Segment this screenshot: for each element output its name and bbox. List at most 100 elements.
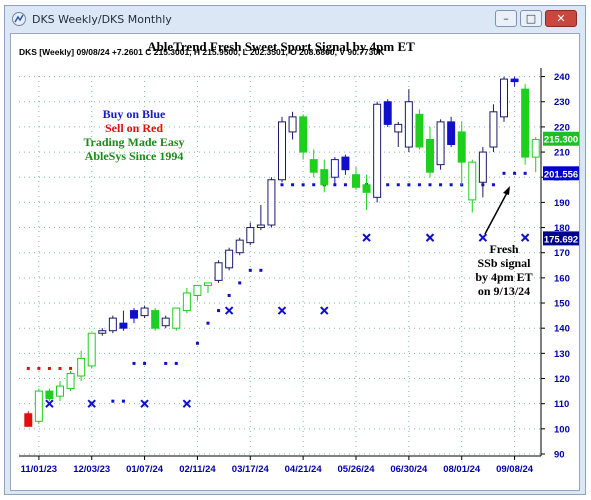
x-marker xyxy=(478,233,488,242)
candle xyxy=(404,89,413,153)
x-tick-label: 06/30/24 xyxy=(390,464,428,475)
annotation-line: by 4pm ET xyxy=(475,270,532,284)
candle xyxy=(426,126,434,178)
annotation-arrowhead xyxy=(503,186,510,195)
stop-dot xyxy=(280,183,284,187)
candle xyxy=(383,99,392,127)
candle xyxy=(256,204,265,231)
title-bar: DKS Weekly/DKS Monthly – □ ✕ xyxy=(5,6,585,32)
info-line: DKS [Weekly] 09/08/24 +7.2601 C 215.3001… xyxy=(19,47,385,57)
maximize-button[interactable]: □ xyxy=(520,10,542,27)
y-tick-label: 130 xyxy=(554,349,570,360)
price-tag: 175.692 xyxy=(543,231,579,246)
price-tag: 215.300 xyxy=(543,131,579,146)
candle xyxy=(140,305,149,319)
annotation-line: Fresh xyxy=(489,242,518,256)
candle xyxy=(468,159,477,213)
candle xyxy=(182,287,191,314)
x-marker xyxy=(182,399,192,408)
stop-dot xyxy=(407,183,411,187)
candle xyxy=(415,109,424,150)
candle xyxy=(56,381,64,402)
chart-window: DKS Weekly/DKS Monthly – □ ✕ AbleTrend F… xyxy=(4,5,586,495)
candle xyxy=(521,84,530,165)
candle xyxy=(278,116,286,183)
candle xyxy=(457,121,466,185)
candle xyxy=(77,350,86,382)
x-tick-label: 11/01/23 xyxy=(21,464,57,475)
x-marker xyxy=(224,306,234,315)
stop-dot xyxy=(217,309,221,313)
candle xyxy=(330,157,339,185)
y-tick-label: 160 xyxy=(554,273,570,284)
candle xyxy=(172,307,181,331)
stop-dot xyxy=(58,366,62,370)
stop-dot xyxy=(69,366,73,370)
x-tick-label: 08/01/24 xyxy=(443,464,481,475)
stop-dot xyxy=(439,183,443,187)
candle xyxy=(34,388,43,424)
x-tick-label: 02/11/24 xyxy=(179,464,216,475)
x-marker xyxy=(87,399,96,408)
y-tick-label: 230 xyxy=(554,97,570,108)
y-tick-label: 210 xyxy=(554,148,570,159)
y-tick-label: 170 xyxy=(554,248,570,259)
candle xyxy=(436,119,445,170)
stop-dot xyxy=(47,366,51,370)
stop-dot xyxy=(111,399,115,403)
y-tick-label: 180 xyxy=(554,223,570,234)
candle xyxy=(151,308,160,331)
stop-dots xyxy=(26,171,527,403)
stop-dot xyxy=(449,183,453,187)
y-tick-label: 120 xyxy=(554,374,570,385)
stop-dot xyxy=(396,183,400,187)
x-tick-label: 12/03/23 xyxy=(73,464,110,475)
candle xyxy=(341,154,350,175)
window-title: DKS Weekly/DKS Monthly xyxy=(32,13,172,26)
x-tick-label: 03/17/24 xyxy=(232,464,270,475)
candle xyxy=(204,282,212,293)
x-markers xyxy=(45,233,530,408)
stop-dot xyxy=(164,361,168,365)
stop-dot xyxy=(195,341,199,345)
x-marker xyxy=(362,233,371,242)
y-tick-label: 150 xyxy=(554,299,570,310)
stop-dot xyxy=(238,281,242,285)
annotation-line: SSb signal xyxy=(477,256,531,270)
candle xyxy=(193,284,202,301)
y-tick-label: 240 xyxy=(554,72,570,83)
close-button[interactable]: ✕ xyxy=(545,10,577,27)
stop-dot xyxy=(523,171,527,175)
x-marker xyxy=(520,233,530,242)
plot-frame: AbleTrend Fresh Sweet Sport Signal by 4p… xyxy=(10,33,580,491)
x-marker xyxy=(277,306,287,315)
candle xyxy=(45,388,54,402)
candle xyxy=(309,149,318,178)
candle xyxy=(362,174,371,210)
annotation-arrow xyxy=(484,188,510,235)
candle xyxy=(98,328,107,336)
candle xyxy=(531,136,540,173)
stop-dot xyxy=(37,366,41,370)
stop-dot xyxy=(121,399,125,403)
minimize-button[interactable]: – xyxy=(495,10,517,27)
x-marker xyxy=(140,399,149,408)
y-tick-label: 110 xyxy=(554,399,569,410)
stop-dot xyxy=(174,361,178,365)
candle xyxy=(500,76,508,122)
stop-dot xyxy=(291,183,295,187)
candle xyxy=(24,411,33,427)
x-marker xyxy=(320,306,329,315)
candle xyxy=(320,159,329,193)
candles xyxy=(24,76,540,427)
svg-text:201.556: 201.556 xyxy=(544,169,578,180)
candle xyxy=(246,222,255,246)
candle xyxy=(394,121,403,148)
legend-line: AbleSys Since 1994 xyxy=(85,149,184,163)
stop-dot xyxy=(343,183,347,187)
candle xyxy=(478,147,487,198)
price-chart: AbleTrend Fresh Sweet Sport Signal by 4p… xyxy=(19,39,579,475)
y-tick-label: 140 xyxy=(554,324,570,335)
stop-dot xyxy=(206,321,210,325)
